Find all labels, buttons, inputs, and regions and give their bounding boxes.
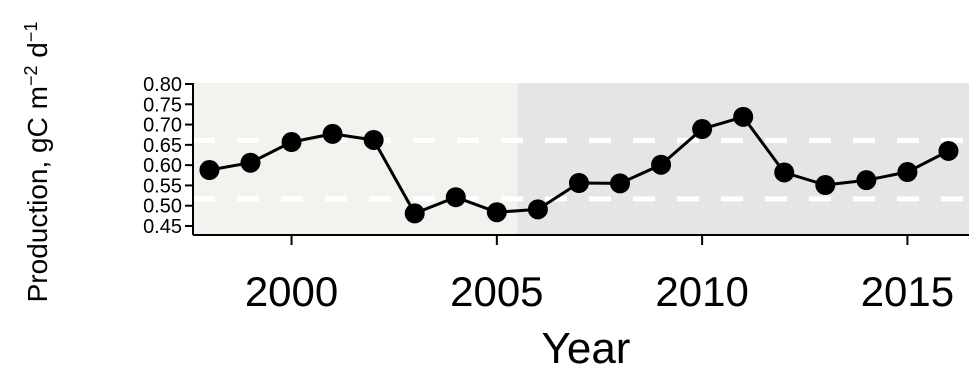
data-point	[651, 154, 672, 175]
y-tick-label: 0.75	[143, 94, 182, 116]
y-axis-title-text: Production, gC m	[22, 86, 53, 302]
x-tick-label: 2000	[245, 268, 338, 315]
data-point	[527, 199, 548, 220]
data-point	[815, 175, 836, 196]
data-point	[568, 172, 589, 193]
y-axis-title-superscript: −1	[21, 22, 41, 43]
x-tick-label: 2010	[655, 268, 748, 315]
data-point	[322, 123, 343, 144]
x-axis-title: Year	[542, 324, 631, 371]
plot-background	[193, 83, 969, 235]
y-tick-label: 0.50	[143, 196, 182, 218]
data-point	[486, 202, 507, 223]
data-point	[774, 162, 795, 183]
data-point	[363, 129, 384, 150]
y-axis-title-superscript: −2	[21, 66, 41, 87]
data-point	[733, 106, 754, 127]
regime-2-background	[517, 83, 969, 235]
y-axis-title: Production, gC m−2 d−1	[21, 22, 53, 303]
y-tick-label: 0.80	[143, 74, 182, 96]
data-series	[199, 106, 959, 224]
data-point	[199, 160, 220, 181]
axes: 0.450.500.550.600.650.700.750.80 2000 2005…	[143, 74, 969, 315]
x-tick-label: 2015	[861, 268, 954, 315]
data-point	[240, 152, 261, 173]
y-axis-title-text: d	[22, 42, 53, 65]
data-point	[404, 203, 425, 224]
data-point	[610, 173, 631, 194]
data-point	[938, 140, 959, 161]
y-tick-label: 0.45	[143, 216, 182, 238]
data-point	[856, 170, 877, 191]
data-point	[445, 187, 466, 208]
y-tick-label: 0.55	[143, 175, 182, 197]
x-tick-label: 2005	[450, 268, 543, 315]
data-point	[897, 162, 918, 183]
data-point	[692, 119, 713, 140]
y-tick-label: 0.70	[143, 115, 182, 137]
y-tick-label: 0.65	[143, 135, 182, 157]
data-point	[281, 132, 302, 153]
axis-labels: Year Production, gC m−2 d−1	[21, 22, 630, 371]
y-tick-label: 0.60	[143, 155, 182, 177]
